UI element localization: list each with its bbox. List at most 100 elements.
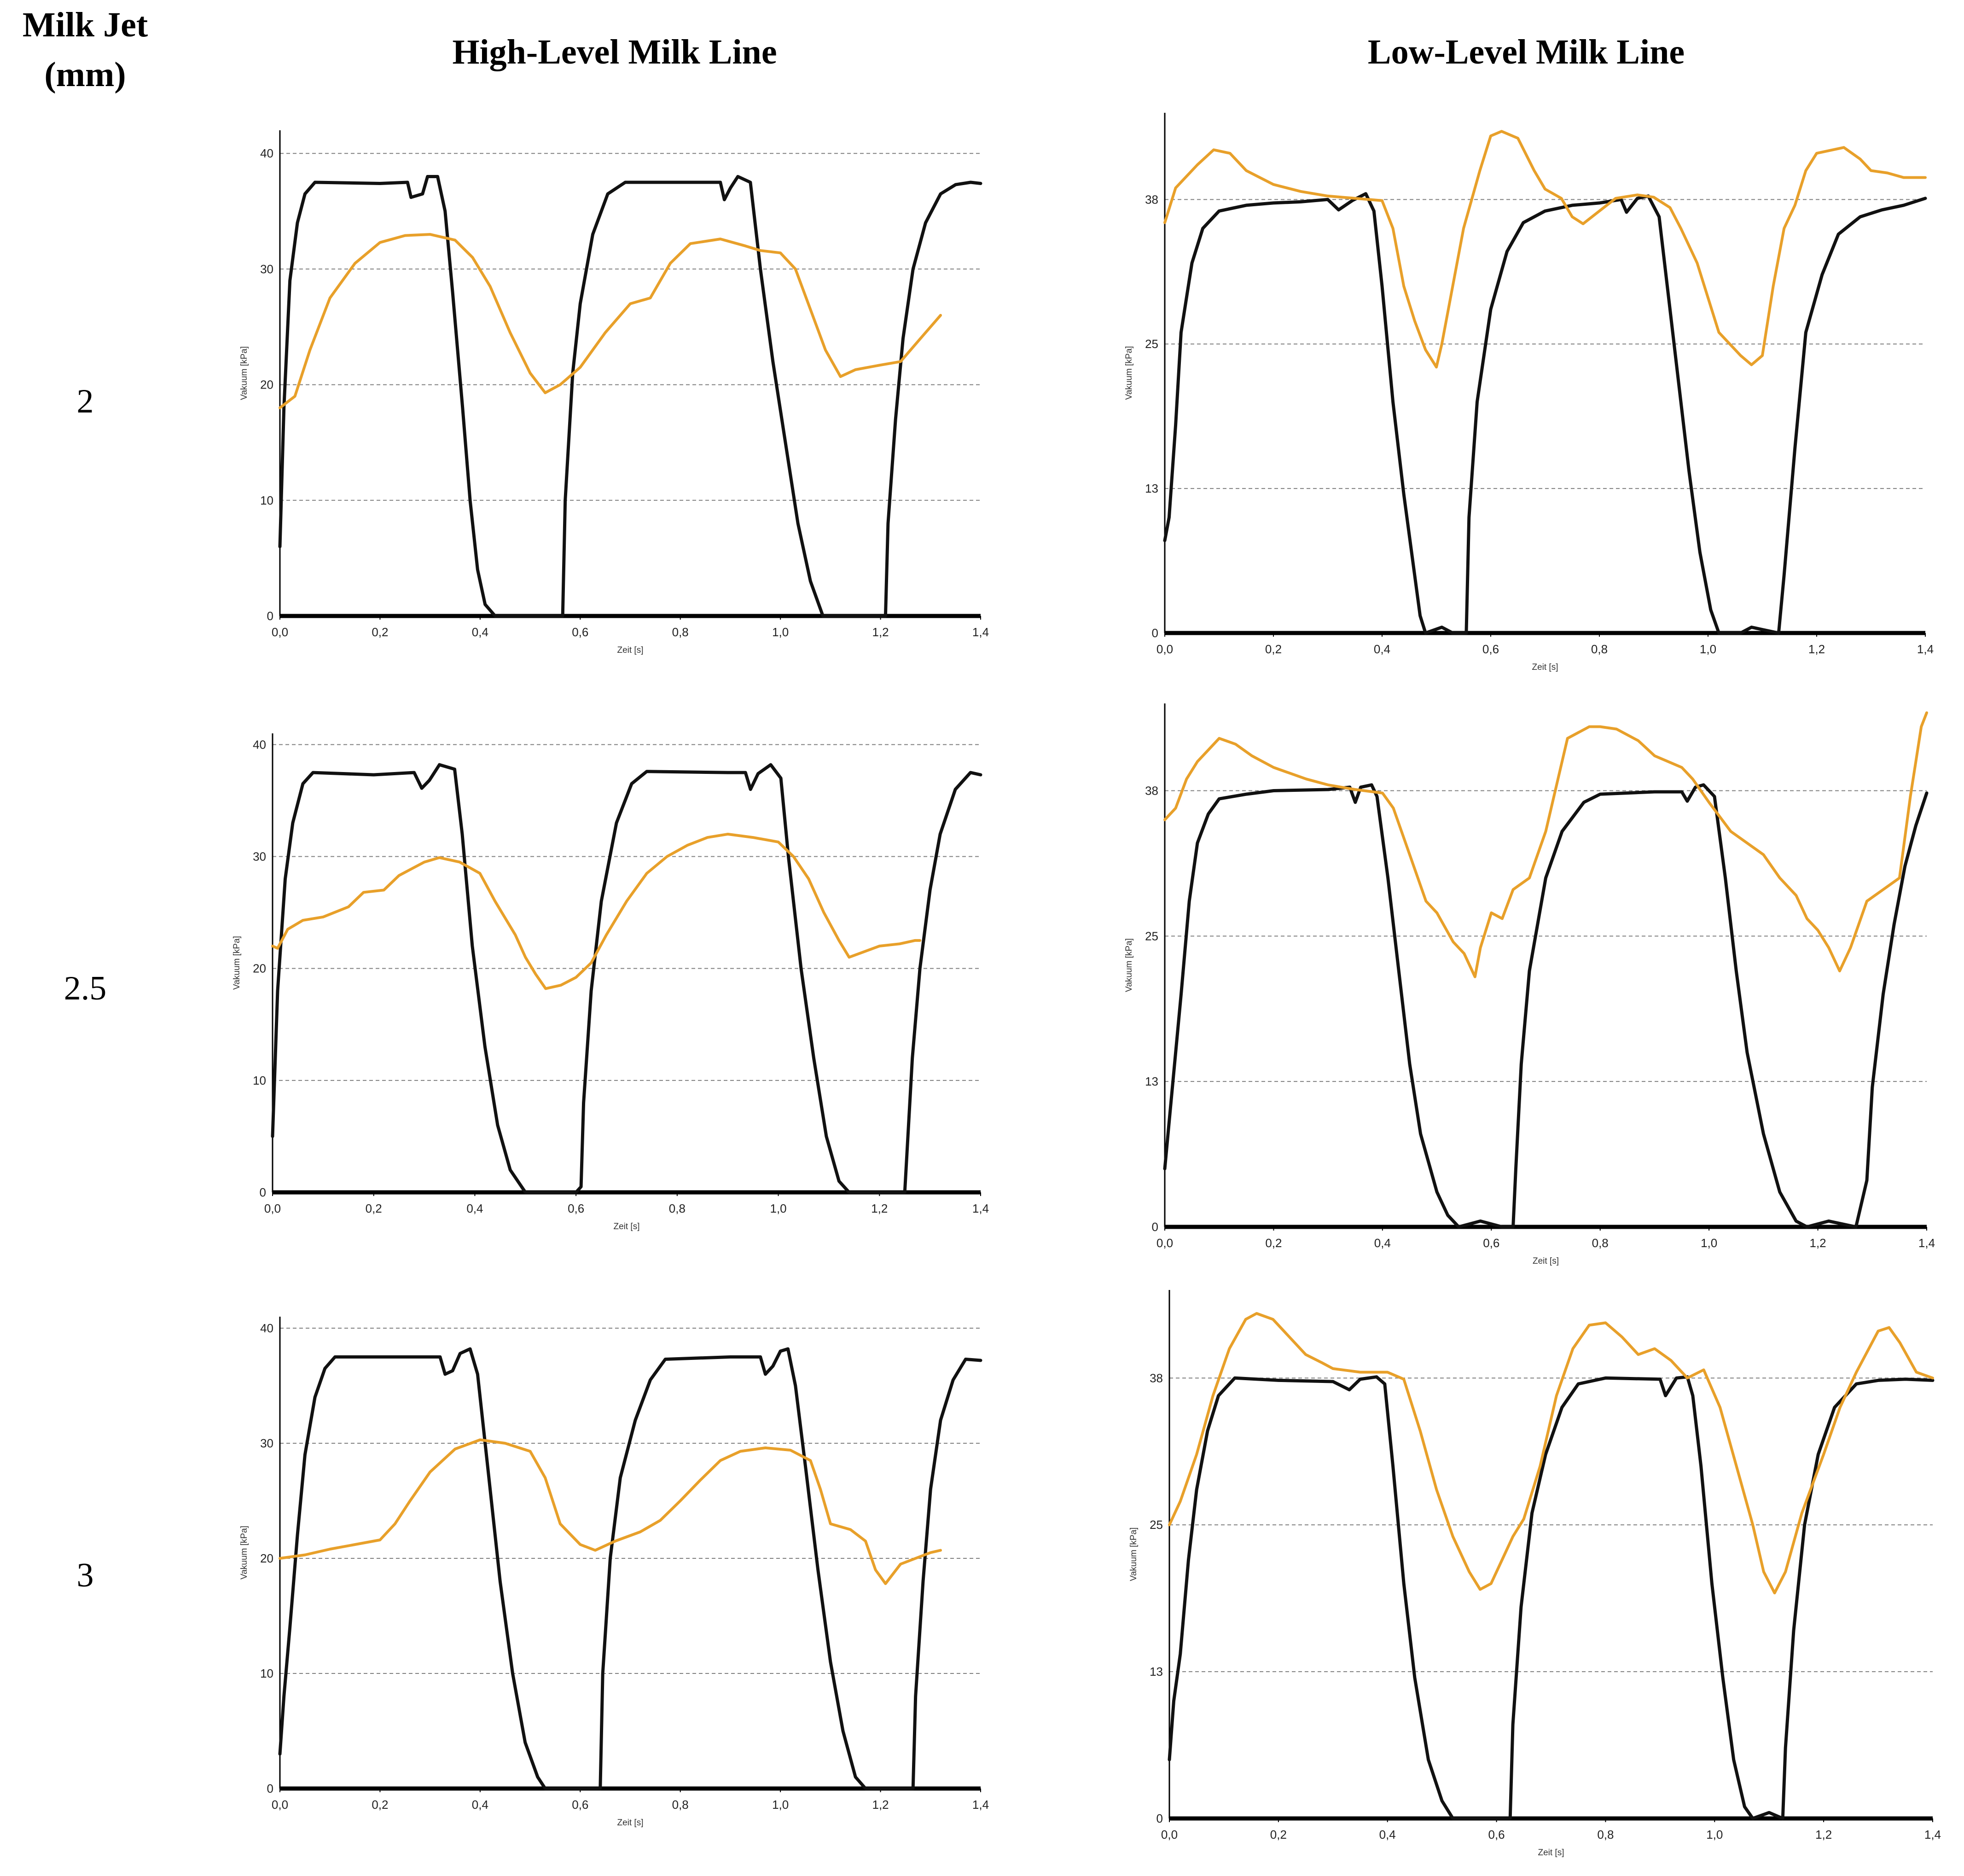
- milk-jet-header-line1: Milk Jet: [22, 6, 148, 44]
- x-tick-label: 1,4: [972, 625, 989, 639]
- x-tick-label: 0,6: [568, 1202, 584, 1215]
- y-tick-label: 20: [260, 1551, 273, 1565]
- pulsation-vacuum-line: [1163, 192, 1927, 635]
- high-level-column-title: High-Level Milk Line: [452, 33, 777, 71]
- x-tick-label: 0,0: [272, 625, 288, 639]
- y-tick-label: 13: [1150, 1665, 1163, 1679]
- y-tick-label: 38: [1145, 192, 1158, 206]
- pulsation-vacuum-line: [271, 763, 982, 1194]
- y-tick-label: 20: [260, 378, 273, 392]
- x-tick-label: 0,4: [1379, 1828, 1396, 1841]
- x-tick-label: 0,0: [1156, 1236, 1173, 1250]
- x-tick-label: 0,0: [1161, 1828, 1178, 1841]
- x-tick-label: 1,4: [972, 1202, 989, 1215]
- x-tick-label: 0,8: [1597, 1828, 1614, 1841]
- milk-line-vacuum-line: [279, 1438, 942, 1585]
- x-tick-label: 0,2: [1265, 1236, 1282, 1250]
- x-axis-label: Zeit [s]: [1538, 1848, 1564, 1858]
- milk-line-vacuum-line: [279, 233, 942, 409]
- y-axis-label: Vakuum [kPa]: [239, 1526, 249, 1580]
- y-tick-label: 10: [260, 494, 273, 507]
- pulsation-vacuum-line: [1163, 783, 1929, 1229]
- y-tick-label: 0: [267, 609, 273, 623]
- x-tick-label: 0,6: [572, 1798, 588, 1812]
- x-tick-label: 0,8: [1592, 1236, 1609, 1250]
- x-tick-label: 0,2: [1265, 642, 1282, 656]
- pulsation-vacuum-line: [278, 175, 982, 618]
- x-tick-label: 0,6: [572, 625, 588, 639]
- x-tick-label: 0,2: [372, 1798, 388, 1812]
- x-tick-label: 0,8: [1591, 642, 1608, 656]
- milk-jet-header-line2: (mm): [44, 55, 126, 94]
- x-tick-label: 0,2: [372, 625, 388, 639]
- x-tick-label: 1,0: [1701, 1236, 1717, 1250]
- x-tick-label: 1,0: [1700, 642, 1716, 656]
- y-tick-label: 25: [1145, 929, 1158, 943]
- y-tick-label: 30: [260, 262, 273, 276]
- x-tick-label: 0,8: [672, 1798, 689, 1812]
- y-tick-label: 40: [253, 738, 266, 751]
- y-tick-label: 38: [1145, 784, 1158, 798]
- x-tick-label: 0,4: [1374, 642, 1390, 656]
- y-tick-label: 38: [1150, 1371, 1163, 1385]
- y-axis-label: Vakuum [kPa]: [239, 346, 249, 400]
- x-tick-label: 0,6: [1483, 1236, 1499, 1250]
- x-tick-label: 0,4: [472, 1798, 488, 1812]
- x-tick-label: 0,8: [672, 625, 689, 639]
- low-level-column-title: Low-Level Milk Line: [1367, 33, 1685, 71]
- y-tick-label: 30: [260, 1436, 273, 1450]
- x-tick-label: 1,2: [1808, 642, 1825, 656]
- row-label-2-5mm: 2.5: [64, 970, 107, 1007]
- y-tick-label: 25: [1150, 1518, 1163, 1532]
- x-tick-label: 1,0: [1706, 1828, 1723, 1841]
- y-tick-label: 0: [267, 1782, 273, 1795]
- milk-jet-header: Milk Jet (mm): [0, 0, 170, 99]
- x-tick-label: 1,4: [972, 1798, 989, 1812]
- x-tick-label: 1,0: [770, 1202, 786, 1215]
- row-label-2mm: 2: [76, 383, 94, 420]
- milk-line-vacuum-line: [271, 832, 922, 990]
- row-label-3mm: 3: [76, 1557, 94, 1594]
- pulsation-vacuum-line: [1168, 1375, 1935, 1820]
- y-tick-label: 40: [260, 1321, 273, 1335]
- x-tick-label: 0,8: [669, 1202, 686, 1215]
- pulsation-vacuum-line: [278, 1347, 982, 1790]
- x-tick-label: 1,0: [772, 1798, 789, 1812]
- milk-line-vacuum-line: [1163, 130, 1927, 369]
- y-tick-label: 10: [260, 1667, 273, 1680]
- x-axis-label: Zeit [s]: [617, 645, 643, 655]
- x-tick-label: 0,6: [1482, 642, 1499, 656]
- x-tick-label: 1,2: [872, 625, 889, 639]
- x-tick-label: 0,4: [466, 1202, 483, 1215]
- x-tick-label: 0,0: [272, 1798, 288, 1812]
- y-tick-label: 0: [1152, 626, 1158, 640]
- y-tick-label: 0: [1152, 1220, 1158, 1234]
- y-axis-label: Vakuum [kPa]: [1129, 1528, 1139, 1581]
- x-tick-label: 0,2: [1270, 1828, 1287, 1841]
- y-tick-label: 13: [1145, 1074, 1158, 1088]
- x-tick-label: 0,2: [366, 1202, 382, 1215]
- y-tick-label: 10: [253, 1074, 266, 1087]
- y-axis-label: Vakuum [kPa]: [232, 936, 242, 990]
- milk-line-vacuum-line: [1163, 711, 1928, 978]
- x-axis-label: Zeit [s]: [617, 1818, 643, 1828]
- x-tick-label: 1,2: [871, 1202, 888, 1215]
- x-tick-label: 1,0: [772, 625, 789, 639]
- y-tick-label: 25: [1145, 337, 1158, 351]
- x-tick-label: 0,0: [1156, 642, 1173, 656]
- y-axis-label: Vakuum [kPa]: [1124, 938, 1134, 992]
- x-axis-label: Zeit [s]: [613, 1222, 639, 1231]
- x-tick-label: 1,2: [872, 1798, 889, 1812]
- milk-line-vacuum-line: [1168, 1312, 1934, 1595]
- x-tick-label: 1,4: [1924, 1828, 1941, 1841]
- x-tick-label: 1,2: [1815, 1828, 1832, 1841]
- y-axis-label: Vakuum [kPa]: [1124, 346, 1134, 400]
- x-axis-label: Zeit [s]: [1533, 1256, 1559, 1266]
- y-tick-label: 13: [1145, 482, 1158, 495]
- x-tick-label: 0,4: [1374, 1236, 1391, 1250]
- y-tick-label: 0: [260, 1185, 266, 1199]
